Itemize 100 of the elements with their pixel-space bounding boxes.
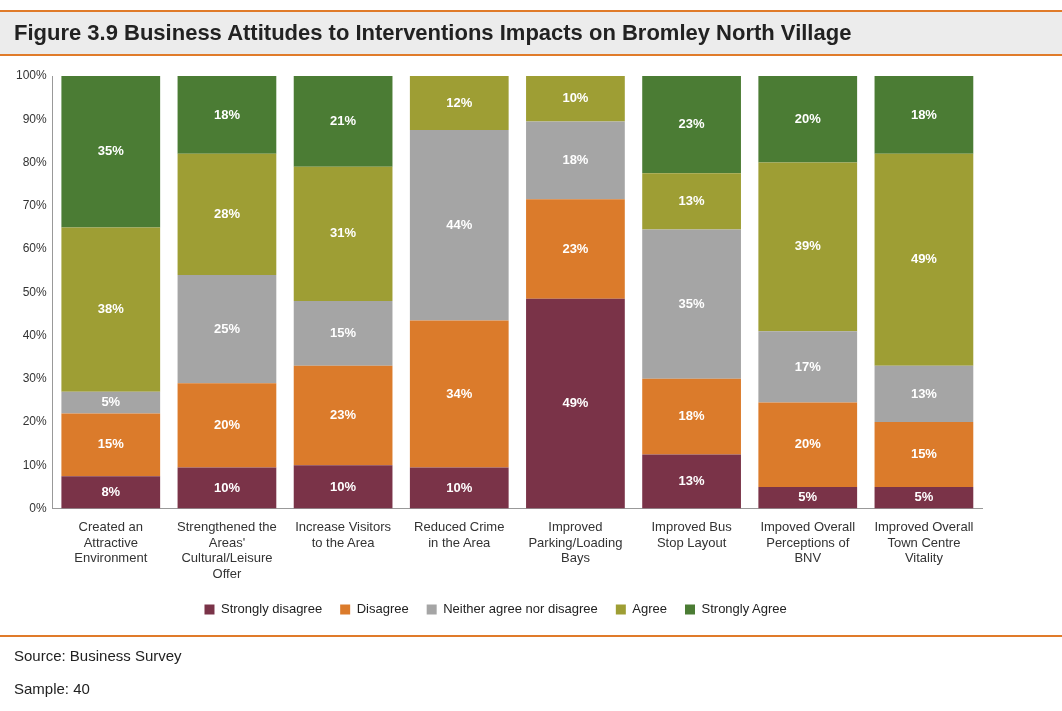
bar [177, 383, 277, 468]
data-label: 49% [562, 395, 589, 411]
data-label: 8% [101, 483, 121, 499]
legend-label: Disagree [356, 601, 409, 617]
bar [61, 227, 161, 392]
data-label: 20% [794, 436, 822, 452]
data-label: 38% [97, 301, 125, 317]
bar [758, 162, 858, 332]
bar [409, 76, 509, 131]
bar [758, 402, 858, 487]
y-tick-label: 40% [22, 327, 48, 342]
bar [293, 365, 393, 466]
data-label: 10% [330, 478, 357, 494]
data-label: 35% [678, 295, 706, 311]
bar [642, 173, 741, 230]
bar [874, 76, 974, 154]
data-label: 13% [678, 473, 706, 489]
data-label: 15% [97, 436, 125, 452]
data-label: 5% [798, 489, 818, 505]
data-label: 20% [213, 416, 241, 432]
data-label: 21% [330, 113, 357, 128]
data-label: 10% [213, 479, 241, 495]
y-tick-label: 70% [22, 198, 48, 213]
data-label: 12% [446, 94, 473, 110]
x-tick-label: Impoved Overall Perceptions of BNV [760, 518, 856, 566]
bar [177, 467, 277, 509]
bar [409, 320, 509, 468]
bar [642, 76, 741, 174]
bar [177, 275, 277, 384]
bar [526, 121, 625, 200]
data-label: 23% [330, 407, 357, 423]
data-label: 10% [446, 479, 473, 495]
chart-title: Figure 3.9 Business Attitudes to Interventions Impacts on Bromley North Village [0, 10, 1062, 56]
text: Sample: 40 [14, 680, 91, 697]
x-tick-label: Strengthened the Areas' Cultural/Leisure Offer [177, 518, 277, 581]
bar [874, 153, 974, 366]
bar [758, 331, 858, 403]
data-label: 39% [794, 238, 822, 254]
data-label: 5% [914, 489, 934, 505]
bar [293, 76, 393, 167]
bar [526, 76, 625, 122]
bar [642, 229, 741, 379]
bar [758, 486, 858, 509]
data-label: 23% [678, 116, 706, 132]
bar [642, 454, 741, 509]
data-label: 18% [562, 151, 589, 167]
bar [409, 130, 509, 321]
bar [61, 76, 161, 228]
bar [409, 467, 509, 509]
data-label: 15% [910, 446, 938, 462]
bar [758, 76, 858, 163]
data-label: 23% [562, 240, 589, 256]
x-tick-label: Improved Bus Stop Layout [651, 518, 733, 550]
data-label: 44% [446, 216, 473, 232]
y-tick-label: 20% [22, 414, 48, 429]
data-label: 20% [794, 110, 822, 126]
data-label: 17% [794, 358, 822, 374]
data-label: 18% [910, 106, 938, 122]
bar [61, 476, 161, 509]
y-tick-label: 10% [22, 457, 48, 472]
y-tick-label: 0% [29, 500, 48, 515]
source-note: Source: Business Survey [14, 647, 183, 664]
data-label: 34% [446, 385, 473, 401]
legend-label: Strongly disagree [220, 601, 323, 617]
y-tick-label: 100% [15, 68, 48, 83]
bar [293, 465, 393, 509]
data-label: 15% [330, 324, 357, 340]
data-label: 5% [101, 394, 121, 410]
y-tick-label: 80% [22, 154, 48, 169]
bar [177, 76, 277, 154]
bar [526, 298, 625, 509]
bar [874, 486, 974, 509]
legend-label: Neither agree nor disagree [443, 601, 598, 617]
bar [874, 422, 974, 487]
y-tick-label: 50% [22, 284, 48, 299]
y-tick-label: 30% [22, 371, 48, 386]
legend-label: Strongly Agree [701, 601, 787, 617]
legend-label: Agree [632, 601, 668, 617]
bar [61, 413, 161, 477]
y-tick-label: 60% [22, 241, 48, 256]
bar [526, 199, 625, 299]
data-label: 13% [678, 193, 706, 209]
data-label: 10% [562, 90, 589, 106]
bar [61, 391, 161, 414]
data-label: 49% [910, 251, 938, 267]
bar [874, 365, 974, 423]
data-label: 35% [97, 143, 125, 159]
bar [177, 153, 277, 275]
data-label: 18% [213, 106, 241, 122]
x-tick-label: Improved Parking/Loading Bays [528, 518, 623, 566]
bar [642, 378, 741, 455]
data-label: 18% [678, 408, 706, 424]
x-tick-label: Created an Attractive Environment [74, 518, 148, 566]
x-tick-label: Increase Visitors to the Area [295, 518, 392, 550]
data-label: 31% [330, 225, 357, 241]
data-label: 13% [910, 385, 938, 401]
data-label: 25% [213, 320, 241, 336]
bar [293, 166, 393, 301]
y-tick-label: 90% [22, 111, 48, 126]
x-tick-label: Improved Overall Town Centre Vitality [874, 518, 974, 566]
